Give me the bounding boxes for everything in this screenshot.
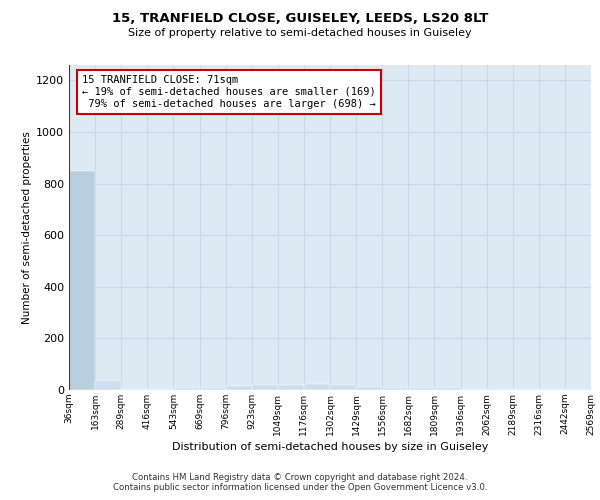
Bar — [199, 388, 226, 390]
Bar — [461, 389, 487, 390]
Bar — [330, 386, 356, 390]
Bar — [513, 389, 539, 390]
Bar — [409, 388, 434, 390]
Text: Size of property relative to semi-detached houses in Guiseley: Size of property relative to semi-detach… — [128, 28, 472, 38]
Y-axis label: Number of semi-detached properties: Number of semi-detached properties — [22, 131, 32, 324]
Bar — [278, 385, 304, 390]
Bar — [173, 388, 199, 390]
Bar — [356, 386, 382, 390]
Bar — [69, 172, 95, 390]
Text: 15, TRANFIELD CLOSE, GUISELEY, LEEDS, LS20 8LT: 15, TRANFIELD CLOSE, GUISELEY, LEEDS, LS… — [112, 12, 488, 26]
Bar — [148, 389, 173, 390]
Bar — [252, 384, 278, 390]
X-axis label: Distribution of semi-detached houses by size in Guiseley: Distribution of semi-detached houses by … — [172, 442, 488, 452]
Text: Contains HM Land Registry data © Crown copyright and database right 2024.
Contai: Contains HM Land Registry data © Crown c… — [113, 473, 487, 492]
Bar — [304, 384, 330, 390]
Bar — [121, 389, 148, 390]
Bar — [487, 389, 513, 390]
Bar — [95, 381, 121, 390]
Bar — [434, 388, 461, 390]
Text: 15 TRANFIELD CLOSE: 71sqm
← 19% of semi-detached houses are smaller (169)
 79% o: 15 TRANFIELD CLOSE: 71sqm ← 19% of semi-… — [82, 76, 376, 108]
Bar — [226, 386, 252, 390]
Bar — [382, 388, 409, 390]
